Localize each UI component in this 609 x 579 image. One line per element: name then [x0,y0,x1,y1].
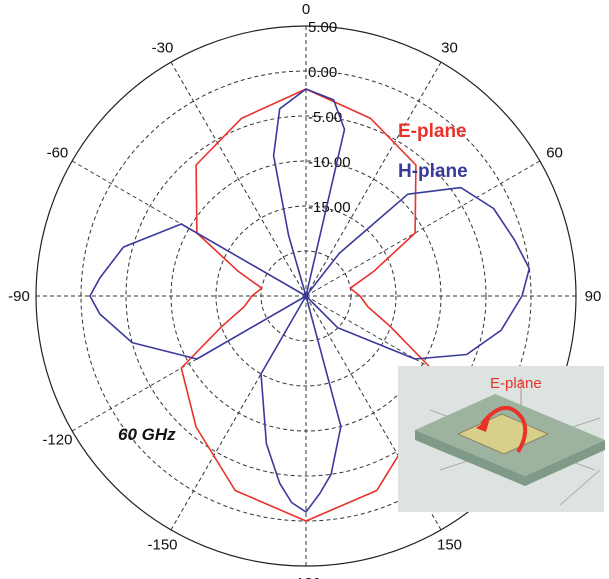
grid-ring [170,160,442,432]
angle-tick-label: 0 [302,1,310,18]
grid-ring [125,115,487,477]
series-line-e-plane [180,88,432,522]
antenna-inset: E-plane [398,366,605,512]
angle-tick-label: 150 [437,537,462,554]
angle-tick-label: -90 [8,288,30,305]
grid-ring [215,205,397,387]
e-plane-arc [480,406,528,454]
angle-tick-label: -60 [47,145,69,162]
legend: E-plane H-plane [398,121,468,182]
radial-tick-label: 0.00 [308,64,337,81]
series-line-h-plane [89,88,531,513]
substrate-side-right [525,440,605,486]
grid-ring [260,250,352,342]
angle-tick-label: -120 [42,432,72,449]
legend-entry-h-plane: H-plane [398,161,468,182]
angle-tick-label: -30 [152,39,174,56]
angle-tick-label: -150 [147,537,177,554]
angle-tick-label: -180 [291,575,321,579]
legend-entry-e-plane: E-plane [398,121,467,142]
angle-tick-labels: 0 30 60 90 150 -180 -150 -120 -90 -60 -30 [8,1,601,579]
angle-tick-label: 30 [441,39,458,56]
series-lines [89,88,531,522]
arc-arrowhead [476,418,490,432]
frequency-annotation: 60 GHz [118,425,176,444]
radial-tick-label: -5.00 [308,109,342,126]
outer-ring [35,25,577,567]
angle-tick-label: 90 [585,288,602,305]
grid-spoke [170,61,307,297]
radial-tick-label: -15.00 [308,199,351,216]
inset-label: E-plane [490,375,542,392]
angle-tick-label: 60 [546,145,563,162]
radial-tick-label: -10.00 [308,154,351,171]
radial-tick-labels: 5.00 0.00 -5.00 -10.00 -15.00 [308,19,351,216]
radial-tick-label: 5.00 [308,19,337,36]
substrate-side [415,430,525,486]
